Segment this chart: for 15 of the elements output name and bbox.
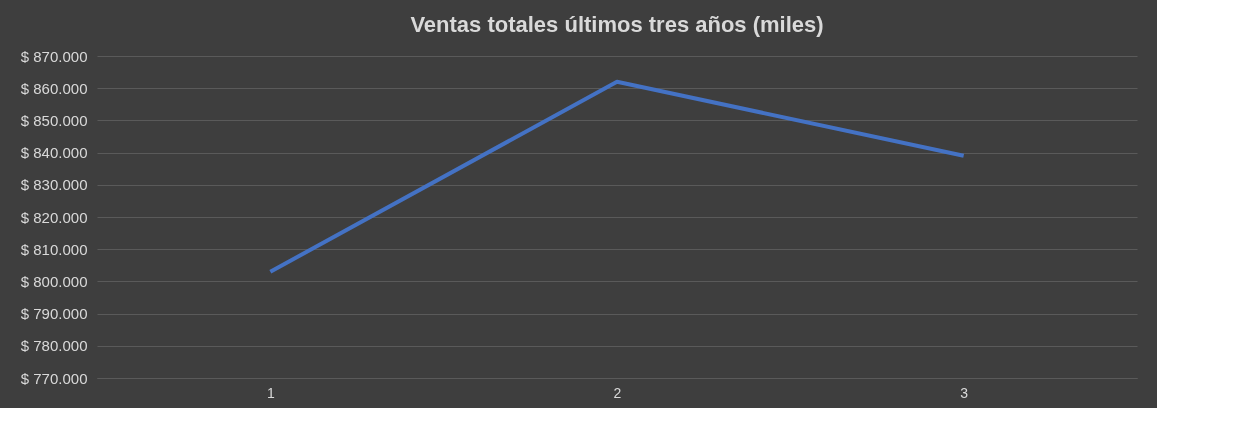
x-tick-label: 3 bbox=[960, 384, 969, 401]
y-tick-label: $ 830.000 bbox=[20, 176, 88, 194]
chart-title: Ventas totales últimos tres años (miles) bbox=[410, 12, 824, 37]
y-tick-label: $ 810.000 bbox=[20, 240, 88, 258]
x-tick-label: 2 bbox=[613, 384, 622, 401]
y-tick-label: $ 850.000 bbox=[20, 111, 88, 129]
y-tick-label: $ 820.000 bbox=[20, 208, 88, 226]
y-tick-label: $ 860.000 bbox=[20, 79, 88, 97]
y-tick-label: $ 780.000 bbox=[20, 337, 88, 355]
y-tick-label: $ 770.000 bbox=[20, 369, 88, 387]
y-tick-label: $ 800.000 bbox=[20, 272, 88, 290]
x-tick-label: 1 bbox=[266, 384, 275, 401]
y-tick-label: $ 870.000 bbox=[20, 47, 88, 65]
y-tick-label: $ 790.000 bbox=[20, 305, 88, 323]
y-tick-label: $ 840.000 bbox=[20, 144, 88, 162]
